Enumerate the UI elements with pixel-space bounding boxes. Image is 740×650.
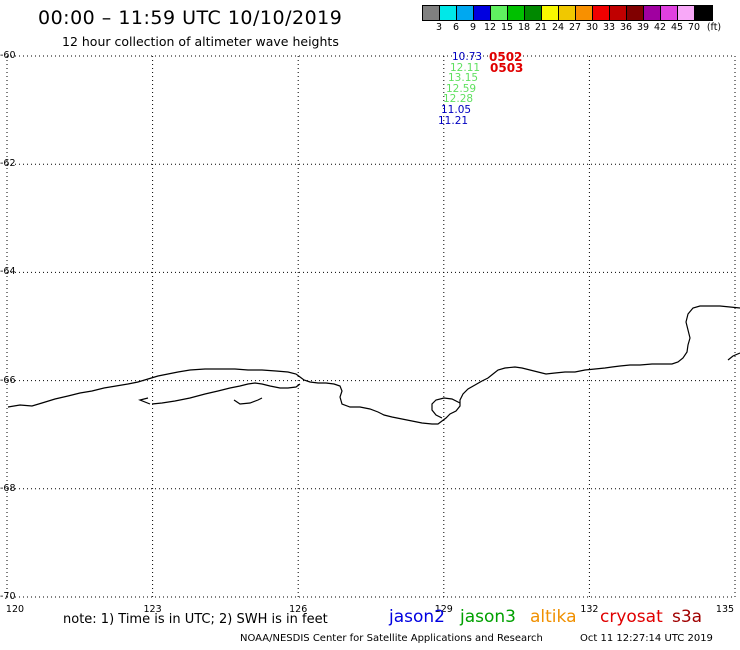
scale-swatch [661,6,678,20]
scale-unit: (ft) [706,22,722,33]
latitude-tick-label: -60 [0,50,16,61]
scale-swatch [542,6,559,20]
scale-label: 18 [517,22,531,33]
longitude-tick-label: 126 [289,604,308,615]
scale-swatch [593,6,610,20]
pass-time-label: 0503 [490,61,524,75]
swh-observation: 12.11 [450,61,481,74]
latitude-tick-label: -64 [0,266,16,278]
scale-label: 12 [483,22,497,33]
latitude-tick-label: -70 [0,591,16,602]
scale-swatch [576,6,593,20]
scale-swatch [440,6,457,20]
swh-observation: 12.28 [443,93,474,106]
graticule-grid [6,55,736,598]
scale-label: 3 [435,22,443,33]
scale-swatch [508,6,525,20]
satellite-name: jason2 [389,607,445,627]
wave-height-color-scale [422,5,713,21]
longitude-tick-label: 123 [143,604,162,615]
longitude-tick-label: 129 [434,604,453,615]
footer-note: note: 1) Time is in UTC; 2) SWH is in fe… [63,612,328,627]
scale-swatch [457,6,474,20]
antarctic-coastline [7,305,740,425]
coastline-east [727,352,740,361]
swh-observation: 13.15 [448,72,479,85]
scale-label: 24 [551,22,565,33]
scale-swatch [559,6,576,20]
scale-label: 21 [534,22,548,33]
scale-swatch [423,6,440,20]
satellite-name: s3a [672,607,703,627]
pass-time-label: 0502 [489,50,523,64]
scale-swatch [678,6,695,20]
scale-swatch [644,6,661,20]
coastline-shelf [138,397,263,405]
page-title: 00:00 – 11:59 UTC 10/10/2019 [38,7,343,29]
scale-label: 33 [602,22,616,33]
swh-observation: 12.59 [446,82,477,95]
latitude-tick-label: -62 [0,158,16,170]
scale-swatch [525,6,542,20]
scale-swatch [474,6,491,20]
scale-label: 39 [636,22,650,33]
satellite-name: altika [530,607,577,627]
scale-label: 15 [500,22,514,33]
latitude-tick-label: -68 [0,482,16,494]
swh-observation: 11.05 [441,104,472,116]
coastline-inlet [431,397,461,419]
scale-swatch [627,6,644,20]
longitude-tick-label: 132 [580,604,599,615]
scale-swatch [695,6,712,20]
scale-label: 42 [653,22,667,33]
longitude-tick-label: 120 [5,604,25,615]
longitude-tick-label: 135 [715,604,735,615]
swh-observation: 11.21 [438,114,469,127]
coastline-peninsula [151,382,301,405]
scale-swatch [491,6,508,20]
scale-label: 36 [619,22,633,33]
scale-label: 6 [452,22,460,33]
satellite-name: cryosat [600,607,663,627]
satellite-name: jason3 [460,607,516,627]
page-subtitle: 12 hour collection of altimeter wave hei… [62,34,339,49]
latitude-tick-label: -66 [0,374,16,386]
scale-label: 45 [670,22,684,33]
scale-label: 70 [687,22,701,33]
swh-observation: 10.73 [452,51,483,63]
scale-swatch [610,6,627,20]
credit-line: NOAA/NESDIS Center for Satellite Applica… [240,633,543,644]
scale-label: 30 [585,22,599,33]
scale-label: 27 [568,22,582,33]
generation-timestamp: Oct 11 12:27:14 UTC 2019 [580,633,713,644]
scale-label: 9 [469,22,477,33]
